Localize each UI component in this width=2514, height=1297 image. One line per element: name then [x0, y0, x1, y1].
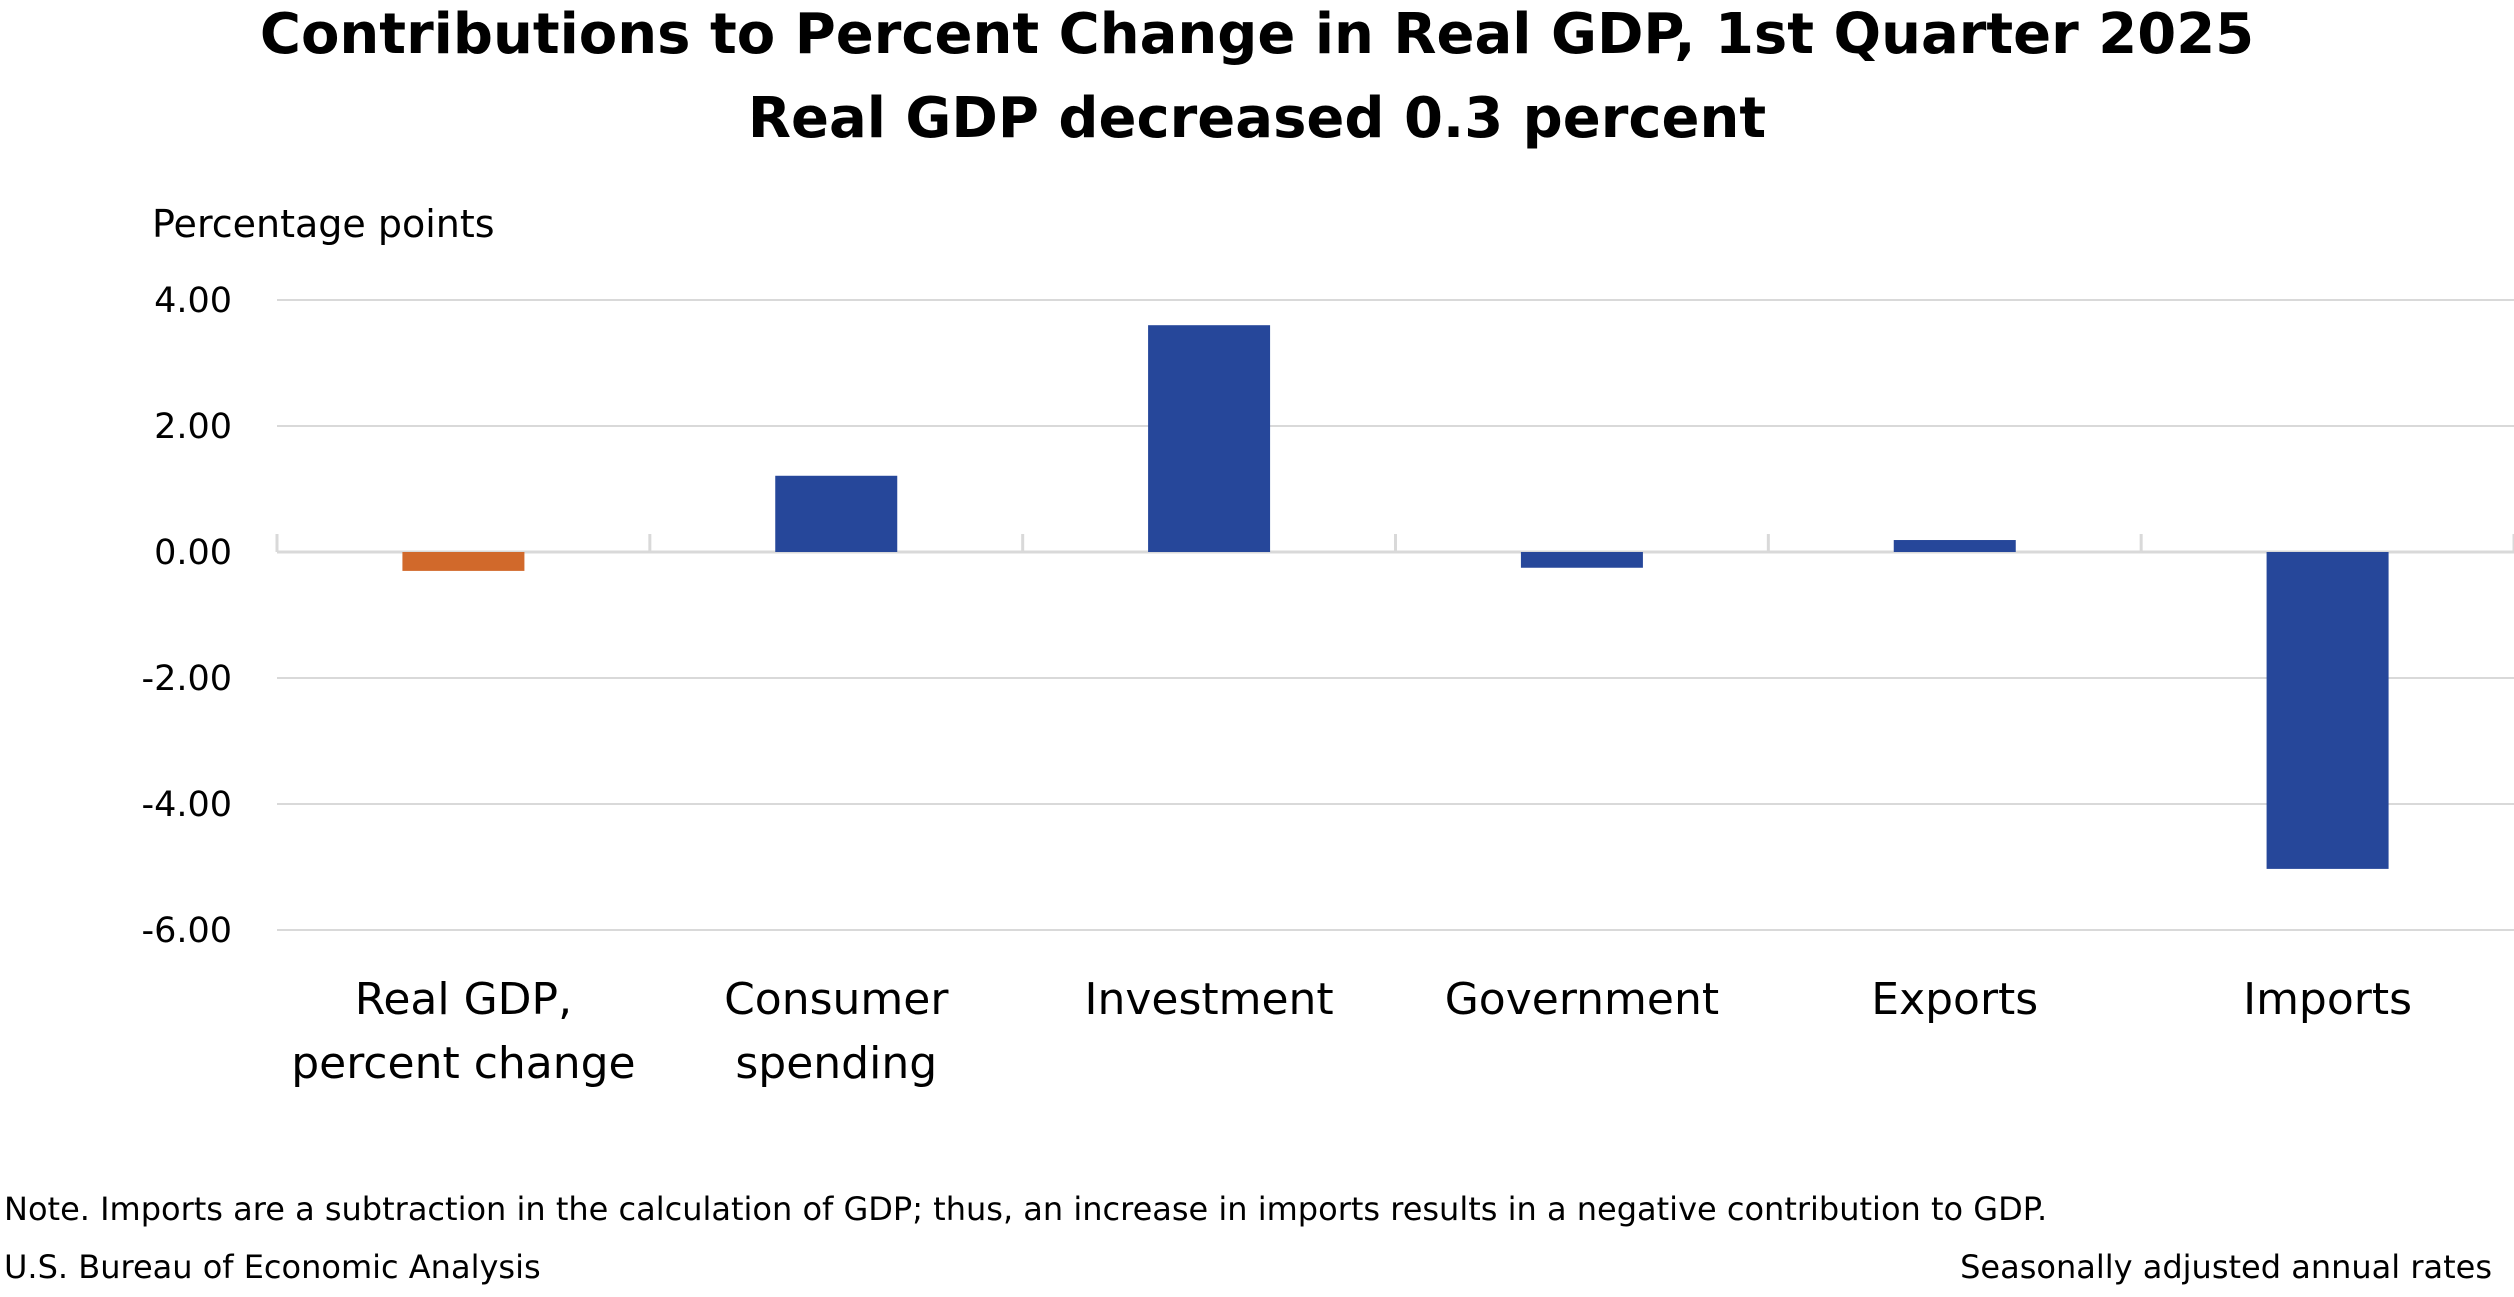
- x-tick-label: Imports: [2243, 974, 2412, 1025]
- bars: [402, 325, 2389, 869]
- x-tick-label: Exports: [1871, 974, 2038, 1025]
- source-label: U.S. Bureau of Economic Analysis: [4, 1248, 541, 1286]
- y-tick-label: -2.00: [141, 659, 232, 699]
- category-labels: Real GDP, percent change Consumer spending I…: [291, 974, 2412, 1089]
- x-tick-label: spending: [735, 1038, 937, 1089]
- rates-label: Seasonally adjusted annual rates: [1960, 1248, 2492, 1286]
- chart-title: Contributions to Percent Change in Real …: [259, 2, 2255, 67]
- gridlines: [277, 299, 2514, 931]
- x-tick-label: percent change: [291, 1038, 635, 1089]
- x-tick-label: Consumer: [724, 974, 949, 1025]
- y-tick-label: -6.00: [141, 911, 232, 951]
- y-tick-label: 0.00: [154, 533, 232, 573]
- x-tick-label: Investment: [1084, 974, 1333, 1025]
- y-tick-label: 4.00: [154, 281, 232, 321]
- y-tick-label: 2.00: [154, 407, 232, 447]
- bar: [402, 552, 525, 571]
- bar: [1520, 552, 1643, 568]
- y-axis-ticks: 4.00 2.00 0.00 -2.00 -4.00 -6.00: [141, 281, 232, 951]
- footnote: Note. Imports are a subtraction in the c…: [4, 1190, 2048, 1228]
- x-axis: [275, 534, 2514, 554]
- x-tick-label: Real GDP,: [355, 974, 572, 1025]
- bar: [1893, 540, 2016, 552]
- bar: [1148, 325, 1271, 552]
- y-tick-label: -4.00: [141, 785, 232, 825]
- x-tick-label: Government: [1445, 974, 1719, 1025]
- y-axis-label: Percentage points: [152, 202, 495, 246]
- chart-subtitle: Real GDP decreased 0.3 percent: [747, 86, 1767, 151]
- bar: [2266, 552, 2389, 869]
- bar: [775, 475, 898, 552]
